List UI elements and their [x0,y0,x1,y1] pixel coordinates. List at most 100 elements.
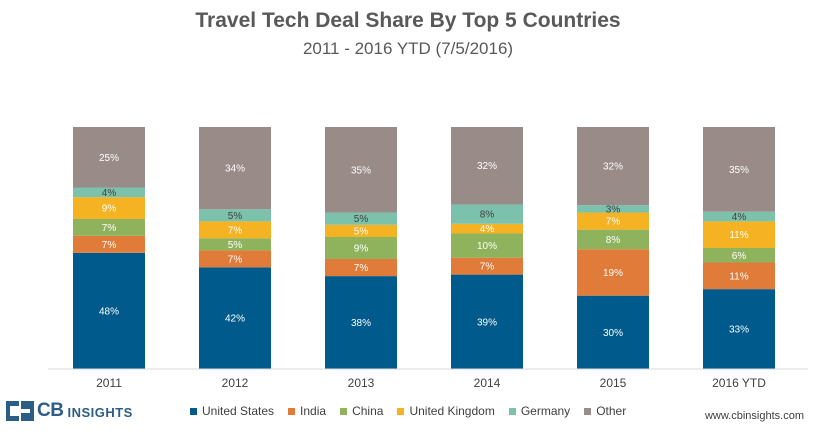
data-label: 4% [480,224,495,235]
chart-title: Travel Tech Deal Share By Top 5 Countrie… [195,9,621,32]
bar-segment-2014-germany[interactable] [451,204,523,224]
data-label: 6% [732,251,747,262]
data-label: 7% [606,217,621,228]
logo-cb-text: CB [37,400,64,421]
bar-segment-2014-other[interactable] [451,127,523,205]
data-label: 7% [228,254,243,265]
bar-segment-2016-ytd-china[interactable] [703,248,775,263]
data-label: 32% [477,161,497,172]
legend-label: Germany [520,404,571,418]
data-label: 48% [99,306,119,317]
cb-logo-mark-icon [6,401,34,421]
bar-segment-2014-united-kingdom[interactable] [451,223,523,234]
legend-swatch-icon [340,407,348,415]
x-tick-label: 2011 [96,376,122,390]
data-label: 39% [477,317,497,328]
bar-segment-2015-india[interactable] [577,249,649,296]
legend-label: Other [596,404,627,418]
data-label: 10% [477,241,497,252]
legend-item-other[interactable]: Other [584,404,626,418]
legend-item-india[interactable]: India [288,404,326,418]
bar-segment-2016-ytd-united-kingdom[interactable] [703,221,775,248]
data-label: 19% [603,268,623,279]
bar-segment-2012-china[interactable] [199,238,271,251]
legend-item-united-states[interactable]: United States [190,404,274,418]
bar-segment-2014-india[interactable] [451,257,523,275]
bar-segment-2014-united-states[interactable] [451,274,523,369]
legend-swatch-icon [584,407,592,415]
bar-segment-2012-united-states[interactable] [199,267,271,369]
bar-segment-2012-united-kingdom[interactable] [199,221,271,239]
data-label: 33% [729,325,749,336]
bar-segment-2013-united-kingdom[interactable] [325,224,397,237]
legend-label: United States [202,404,275,418]
x-axis-ticks: 2011 2012 2013 2014 2015 2016 YTD [96,376,766,390]
data-label: 11% [729,271,748,282]
legend-swatch-icon [397,407,405,415]
data-label: 32% [603,162,623,173]
data-label: 30% [603,328,623,339]
data-label: 11% [729,230,748,241]
bar-segment-2013-other[interactable] [325,127,397,213]
bar-segment-2012-other[interactable] [199,127,271,210]
legend-label: China [352,404,384,418]
bar-segment-2016-ytd-united-states[interactable] [703,289,775,369]
legend-label: United Kingdom [409,404,495,418]
data-label: 5% [354,226,369,237]
bar-segment-2015-united-states[interactable] [577,295,649,369]
legend-item-china[interactable]: China [340,404,383,418]
data-label: 5% [354,214,369,225]
legend-item-germany[interactable]: Germany [508,404,571,418]
bar-segment-2012-india[interactable] [199,250,271,268]
bar-segment-2016-ytd-india[interactable] [703,262,775,290]
bar-segment-2013-china[interactable] [325,237,397,259]
bar-segment-2012-germany[interactable] [199,209,271,222]
bar-segment-2015-china[interactable] [577,229,649,250]
bar-segment-2013-india[interactable] [325,259,397,277]
data-label: 38% [351,318,371,329]
bar-segment-2011-united-states[interactable] [73,252,145,369]
website-url[interactable]: www.cbinsights.com [704,410,804,422]
x-tick-label: 2012 [222,376,249,390]
data-label: 7% [354,263,369,274]
x-tick-label: 2013 [348,376,375,390]
data-label: 4% [102,188,117,199]
data-label: 35% [351,165,371,176]
data-label: 5% [228,240,243,251]
bar-segment-2015-other[interactable] [577,127,649,206]
data-label: 3% [606,204,621,215]
bar-segment-2013-germany[interactable] [325,212,397,225]
cb-insights-logo: CB INSIGHTS [6,398,133,424]
bar-segment-2011-other[interactable] [73,127,145,188]
legend-swatch-icon [508,407,516,415]
bar-segment-2015-germany[interactable] [577,205,649,213]
bar-segment-2011-united-kingdom[interactable] [73,197,145,219]
chart-plot: 48%7%7%9%4%25%42%7%5%7%5%34%38%7%9%5%5%3… [48,127,808,390]
bar-segment-2015-united-kingdom[interactable] [577,212,649,230]
bar-segment-2014-china[interactable] [451,233,523,258]
data-label: 8% [606,235,621,246]
bar-segment-2011-germany[interactable] [73,187,145,198]
data-label: 8% [480,210,495,221]
data-label: 9% [102,204,117,215]
bar-segment-2016-ytd-other[interactable] [703,127,775,212]
x-tick-label: 2014 [474,376,501,390]
legend-swatch-icon [190,407,197,415]
bar-segment-2013-united-states[interactable] [325,276,397,369]
data-label: 4% [732,212,747,223]
bar-segment-2011-india[interactable] [73,235,145,253]
data-label: 34% [225,164,245,175]
chart-subtitle: 2011 - 2016 YTD (7/5/2016) [302,39,514,58]
legend-swatch-icon [288,407,296,415]
data-label: 7% [480,262,495,273]
data-label: 5% [228,211,243,222]
legend-label: India [300,404,327,418]
bar-segment-2016-ytd-germany[interactable] [703,211,775,222]
bar-segment-2011-china[interactable] [73,218,145,236]
data-label: 7% [228,225,243,236]
data-label: 9% [354,244,369,255]
x-tick-label: 2016 YTD [712,376,766,390]
logo-insights-text: INSIGHTS [67,405,133,420]
data-label: 7% [102,223,117,234]
legend-item-united-kingdom[interactable]: United Kingdom [397,404,495,418]
